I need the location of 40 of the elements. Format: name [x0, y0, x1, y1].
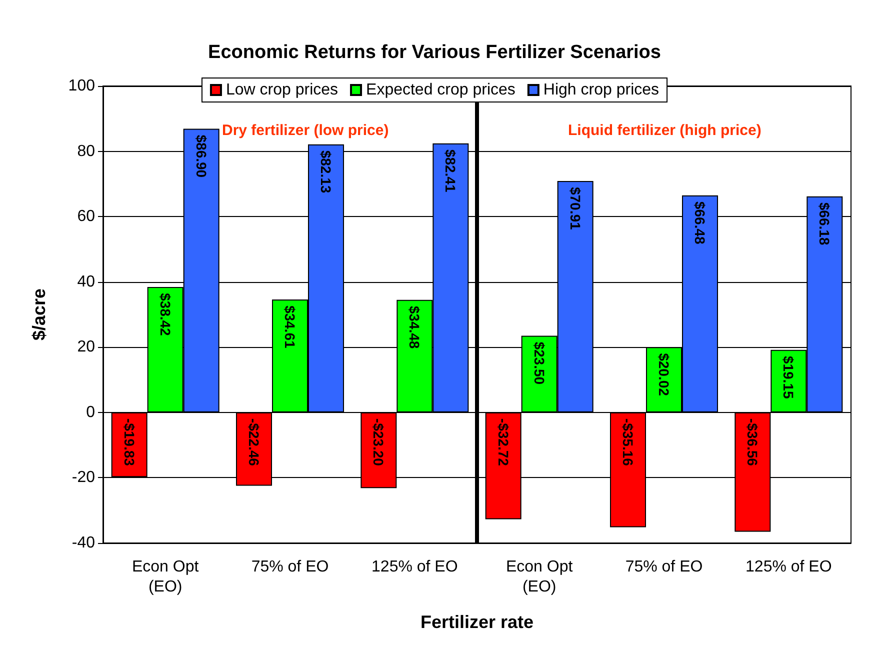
- y-tick-label: -20: [72, 469, 96, 486]
- x-tick-label: 75% of EO: [251, 558, 329, 576]
- data-label: $82.13: [318, 150, 334, 194]
- data-label: -$35.16: [620, 418, 636, 466]
- data-label: $66.48: [692, 201, 708, 244]
- y-tick-label: -40: [72, 534, 96, 552]
- legend-label: High crop prices: [543, 82, 660, 98]
- annotation: Liquid fertilizer (high price): [568, 122, 762, 139]
- y-tick-label: 80: [77, 142, 96, 160]
- y-tick-label: 20: [77, 338, 96, 356]
- data-label: -$32.72: [495, 418, 512, 466]
- data-label: $19.15: [780, 356, 797, 399]
- data-label: $34.48: [406, 306, 423, 349]
- y-tick-label: 40: [77, 273, 96, 290]
- legend-label: Expected crop prices: [366, 82, 516, 98]
- y-axis-title: $/acre: [29, 288, 49, 341]
- x-tick-label: 125% of EO: [372, 558, 458, 576]
- data-label: -$23.20: [370, 418, 387, 466]
- data-label: -$36.56: [744, 418, 761, 466]
- chart-title: Economic Returns for Various Fertilizer Scenarios: [208, 42, 661, 63]
- data-label: $82.41: [442, 149, 459, 192]
- data-label: -$19.83: [121, 418, 138, 466]
- annotation: Dry fertilizer (low price): [222, 122, 389, 139]
- y-tick-label: 60: [77, 208, 96, 226]
- data-label: $34.61: [282, 305, 298, 348]
- x-tick-label: Econ Opt (EO): [132, 558, 200, 596]
- data-label: $20.02: [656, 353, 672, 396]
- data-label: $86.90: [193, 134, 210, 178]
- data-label: $23.50: [531, 342, 548, 385]
- x-tick-label: 75% of EO: [625, 558, 703, 576]
- data-label: $70.91: [567, 186, 584, 230]
- legend-label: Low crop prices: [226, 82, 338, 98]
- data-label: -$22.46: [246, 418, 262, 466]
- y-tick-label: 100: [68, 78, 96, 94]
- y-tick-label: 0: [86, 404, 96, 421]
- x-tick-label: 125% of EO: [746, 558, 832, 576]
- data-label: $66.18: [816, 202, 833, 246]
- x-tick-label: Econ Opt (EO): [506, 558, 574, 596]
- data-label: $38.42: [157, 293, 174, 336]
- x-axis-title: Fertilizer rate: [420, 612, 534, 632]
